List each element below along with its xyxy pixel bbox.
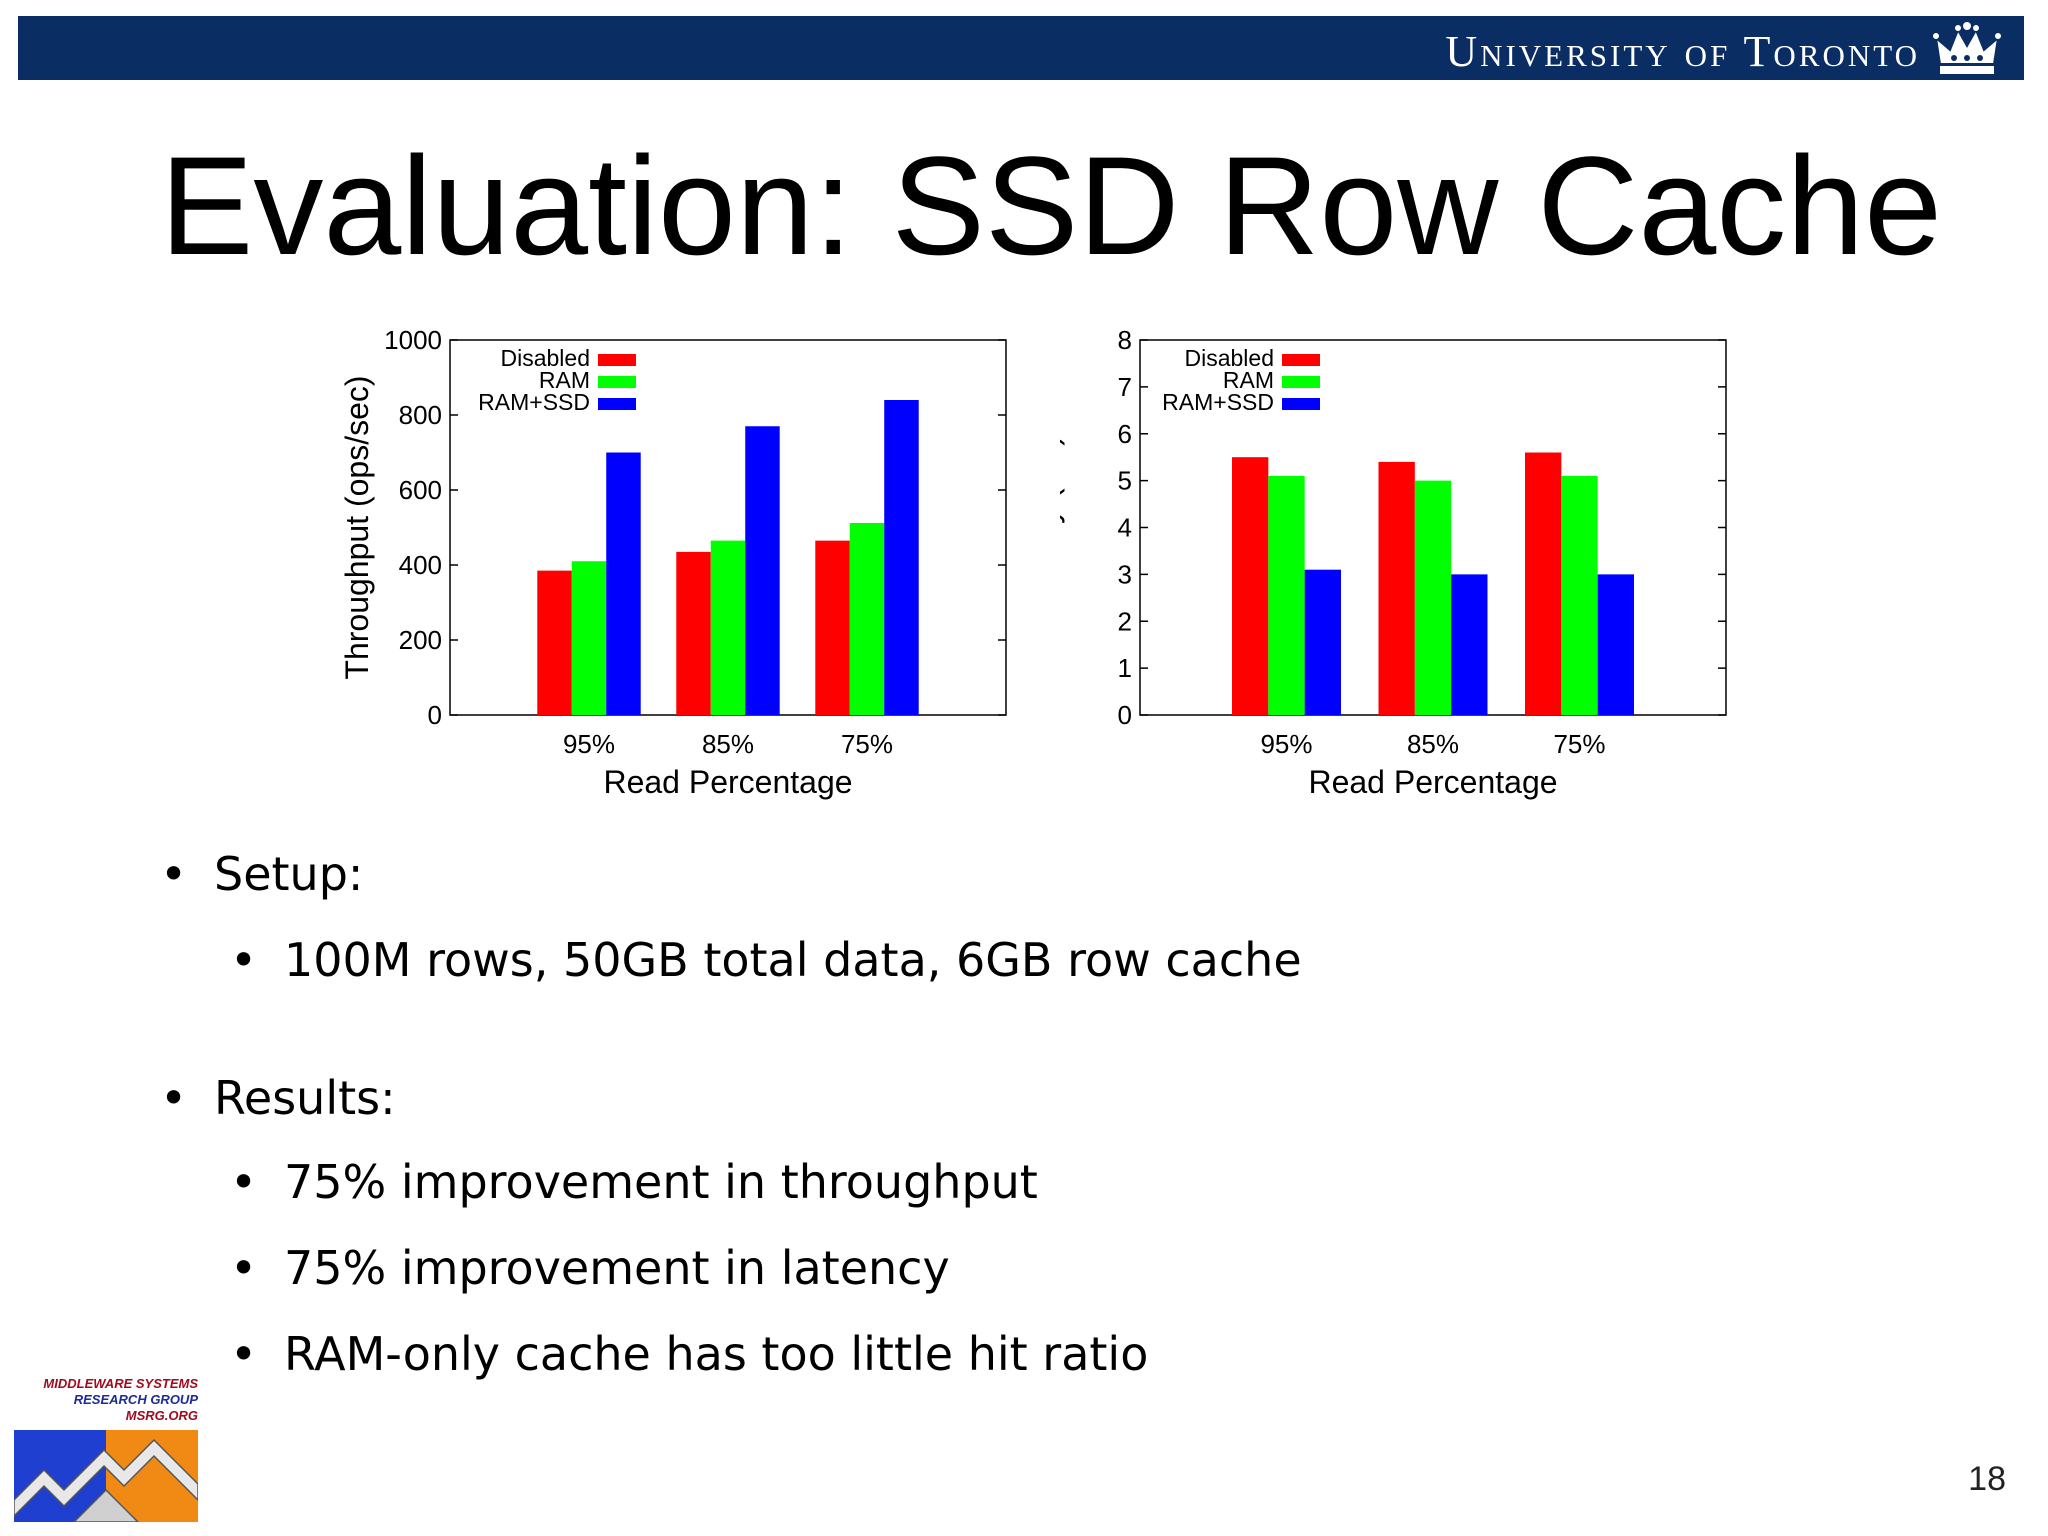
x-tick-label: 75% xyxy=(841,729,893,759)
bullet-setup-label: Setup: xyxy=(214,847,364,901)
latency-chart: 0 1 2 3 4 5 6 7 8 95% 85% 75% Read Percentage Latency… xyxy=(1060,320,1750,810)
bar-ram xyxy=(849,523,885,715)
bar-disabled xyxy=(1525,452,1562,715)
y-tick-label: 3 xyxy=(1118,559,1132,589)
legend-swatch xyxy=(598,354,636,366)
y-tick-label: 200 xyxy=(399,625,442,655)
slide-title: Evaluation: SSD Row Cache xyxy=(160,127,1942,284)
legend-swatch xyxy=(598,376,636,388)
bullet-results-label: Results: xyxy=(214,1071,396,1125)
bar-disabled xyxy=(1378,461,1415,715)
bar-ram xyxy=(571,561,607,715)
bar-disabled xyxy=(815,540,850,715)
bar-ram xyxy=(710,540,746,715)
throughput-chart-svg: 0 200 400 600 800 1000 95% 85% 75% Read Percentag… xyxy=(339,325,1007,800)
bullet-dot: • xyxy=(230,1155,258,1209)
bullet-results-item-text: 75% improvement in throughput xyxy=(284,1155,1038,1209)
latency-chart-svg: 0 1 2 3 4 5 6 7 8 95% 85% 75% Read Percentage Latency… xyxy=(1060,325,1727,800)
bar-ram-ssd xyxy=(1597,574,1634,715)
bullet-dot: • xyxy=(160,847,188,901)
page-number: 18 xyxy=(1968,1460,2006,1498)
bullet-dot: • xyxy=(230,1327,258,1381)
bar-ram xyxy=(1268,475,1305,715)
legend-swatch xyxy=(1282,376,1320,388)
bar-ram-ssd xyxy=(745,426,780,715)
legend-swatch xyxy=(1282,354,1320,366)
msrg-logo-text: MIDDLEWARE SYSTEMS RESEARCH GROUP MSRG.O… xyxy=(20,1376,198,1424)
bar-ram-ssd xyxy=(1451,574,1488,715)
bar-ram xyxy=(1561,475,1598,715)
bar-disabled xyxy=(537,570,572,715)
legend-label: Disabled xyxy=(1185,345,1275,371)
bullet-results-item: • RAM-only cache has too little hit ratio xyxy=(230,1326,1148,1382)
msrg-logo-icon xyxy=(14,1430,198,1522)
x-tick-label: 95% xyxy=(563,729,615,759)
y-tick-label: 8 xyxy=(1118,325,1132,355)
bullet-results: • Results: xyxy=(160,1070,396,1126)
bullet-results-item-text: RAM-only cache has too little hit ratio xyxy=(284,1327,1149,1381)
y-tick-label: 7 xyxy=(1118,372,1132,402)
y-tick-label: 800 xyxy=(399,400,442,430)
bar-ram-ssd xyxy=(1304,569,1341,715)
x-tick-label: 85% xyxy=(702,729,754,759)
legend-label: RAM xyxy=(1223,367,1274,393)
x-tick-label: 85% xyxy=(1407,729,1459,759)
institution-name: University of Toronto xyxy=(1445,27,1920,76)
legend-swatch xyxy=(1282,398,1320,410)
y-tick-label: 0 xyxy=(1118,700,1132,730)
bullet-setup-item-text: 100M rows, 50GB total data, 6GB row cach… xyxy=(284,933,1302,987)
x-tick-label: 95% xyxy=(1260,729,1312,759)
y-tick-label: 1000 xyxy=(384,325,442,355)
y-tick-label: 1 xyxy=(1118,653,1132,683)
y-tick-label: 0 xyxy=(428,700,442,730)
bullet-dot: • xyxy=(230,933,258,987)
y-tick-label: 5 xyxy=(1118,466,1132,496)
bullet-setup: • Setup: xyxy=(160,846,363,902)
y-tick-label: 2 xyxy=(1118,606,1132,636)
bullet-setup-item: • 100M rows, 50GB total data, 6GB row cac… xyxy=(230,932,1302,988)
x-axis-label: Read Percentage xyxy=(603,764,852,800)
y-tick-label: 4 xyxy=(1118,513,1132,543)
bar-ram xyxy=(1414,480,1452,715)
y-tick-label: 6 xyxy=(1118,419,1132,449)
bar-ram-ssd xyxy=(606,452,641,715)
y-tick-label: 600 xyxy=(399,475,442,505)
throughput-chart: 0 200 400 600 800 1000 95% 85% 75% Read Percentag… xyxy=(330,320,1030,810)
crown-icon xyxy=(1933,22,2001,74)
legend-label: RAM+SSD xyxy=(478,389,590,415)
legend-label: Disabled xyxy=(501,345,591,371)
y-axis-label: Throughput (ops/sec) xyxy=(339,375,375,679)
bar-ram-ssd xyxy=(884,400,919,715)
legend-swatch xyxy=(598,398,636,410)
x-tick-label: 75% xyxy=(1553,729,1605,759)
logo-line-1: MIDDLEWARE SYSTEMS xyxy=(43,1376,198,1391)
y-tick-label: 400 xyxy=(399,550,442,580)
bullet-results-item-text: 75% improvement in latency xyxy=(284,1241,950,1295)
logo-line-2: RESEARCH GROUP xyxy=(73,1392,198,1407)
bullet-results-item: • 75% improvement in throughput xyxy=(230,1154,1038,1210)
logo-line-3: MSRG.ORG xyxy=(125,1408,198,1423)
x-axis-label: Read Percentage xyxy=(1308,764,1557,800)
bullet-results-item: • 75% improvement in latency xyxy=(230,1240,950,1296)
bullet-dot: • xyxy=(230,1241,258,1295)
bullet-dot: • xyxy=(160,1071,188,1125)
y-axis-label: Latency (ms) xyxy=(1060,435,1065,620)
legend-label: RAM+SSD xyxy=(1162,389,1274,415)
legend-label: RAM xyxy=(539,367,590,393)
header-banner: University of Toronto xyxy=(18,16,2024,80)
bar-disabled xyxy=(1232,457,1269,715)
bar-disabled xyxy=(676,551,711,715)
